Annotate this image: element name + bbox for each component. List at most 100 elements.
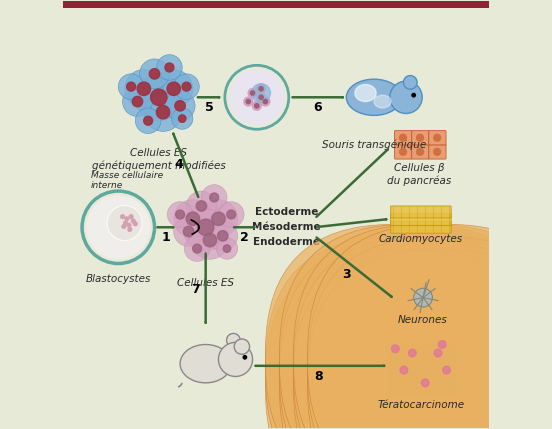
Circle shape: [227, 210, 236, 219]
Circle shape: [149, 69, 160, 79]
Circle shape: [183, 227, 194, 237]
FancyBboxPatch shape: [266, 224, 534, 429]
Circle shape: [412, 94, 415, 97]
Ellipse shape: [180, 344, 231, 383]
Circle shape: [391, 345, 399, 353]
Circle shape: [226, 333, 240, 347]
Circle shape: [201, 184, 227, 210]
Circle shape: [260, 97, 270, 107]
FancyBboxPatch shape: [307, 250, 552, 429]
Circle shape: [243, 356, 247, 359]
Text: Cellules ES: Cellules ES: [177, 278, 234, 288]
Circle shape: [165, 63, 174, 72]
FancyBboxPatch shape: [294, 250, 552, 429]
Circle shape: [184, 236, 210, 261]
Circle shape: [217, 231, 228, 241]
FancyBboxPatch shape: [412, 145, 429, 159]
Circle shape: [133, 221, 138, 227]
Circle shape: [243, 97, 253, 107]
Circle shape: [107, 205, 142, 241]
Ellipse shape: [374, 95, 391, 108]
Circle shape: [417, 148, 423, 155]
FancyBboxPatch shape: [428, 145, 446, 159]
Circle shape: [135, 74, 182, 121]
FancyBboxPatch shape: [387, 344, 455, 396]
FancyBboxPatch shape: [294, 224, 552, 429]
Circle shape: [187, 191, 216, 221]
Circle shape: [129, 214, 134, 219]
Circle shape: [259, 87, 263, 91]
Circle shape: [86, 195, 150, 259]
Circle shape: [144, 116, 152, 125]
Circle shape: [199, 199, 238, 238]
Text: Masse cellulaire
interne: Masse cellulaire interne: [91, 171, 163, 190]
Circle shape: [247, 88, 258, 98]
Circle shape: [404, 76, 417, 89]
Circle shape: [186, 212, 200, 226]
FancyBboxPatch shape: [391, 214, 451, 226]
FancyBboxPatch shape: [266, 250, 534, 429]
Text: Tératocarcinome: Tératocarcinome: [378, 400, 464, 410]
Circle shape: [131, 218, 136, 224]
Circle shape: [234, 339, 250, 354]
Circle shape: [191, 221, 229, 259]
Text: Cellules ES
génétiquement modifiées: Cellules ES génétiquement modifiées: [92, 148, 226, 171]
Circle shape: [121, 224, 126, 229]
Circle shape: [123, 87, 152, 116]
Circle shape: [203, 233, 216, 247]
Text: Blastocystes: Blastocystes: [86, 274, 151, 284]
Circle shape: [219, 202, 244, 227]
FancyBboxPatch shape: [307, 224, 552, 429]
Circle shape: [137, 82, 151, 96]
Text: Cellules β
du pancréas: Cellules β du pancréas: [386, 163, 451, 186]
Circle shape: [254, 104, 259, 108]
Text: 3: 3: [342, 268, 351, 281]
Circle shape: [421, 379, 429, 387]
FancyBboxPatch shape: [428, 130, 446, 145]
Circle shape: [196, 201, 206, 211]
Circle shape: [126, 223, 131, 228]
Circle shape: [212, 212, 225, 226]
Circle shape: [252, 84, 270, 103]
Circle shape: [198, 219, 214, 236]
Text: Ectoderme
Mésoderme
Endoderme: Ectoderme Mésoderme Endoderme: [252, 208, 321, 247]
Circle shape: [256, 92, 266, 103]
Circle shape: [124, 216, 129, 221]
Circle shape: [176, 210, 184, 219]
Text: 2: 2: [240, 231, 248, 245]
FancyBboxPatch shape: [63, 1, 489, 8]
Circle shape: [434, 349, 442, 357]
Text: Cardiomyocytes: Cardiomyocytes: [379, 234, 463, 244]
FancyBboxPatch shape: [412, 130, 429, 145]
Circle shape: [390, 81, 422, 114]
Ellipse shape: [355, 85, 376, 102]
Circle shape: [132, 97, 143, 107]
Circle shape: [229, 69, 284, 125]
Circle shape: [174, 217, 204, 247]
Circle shape: [120, 214, 125, 219]
Circle shape: [434, 134, 440, 141]
Text: Neurones: Neurones: [398, 314, 448, 325]
Circle shape: [140, 59, 169, 89]
Circle shape: [256, 84, 266, 94]
Circle shape: [135, 108, 161, 133]
Circle shape: [144, 93, 182, 131]
FancyBboxPatch shape: [266, 237, 534, 429]
Circle shape: [434, 148, 440, 155]
Circle shape: [400, 366, 408, 374]
Circle shape: [252, 101, 262, 111]
Circle shape: [155, 69, 193, 108]
Circle shape: [251, 91, 254, 95]
Text: 6: 6: [314, 101, 322, 115]
Circle shape: [400, 148, 406, 155]
Circle shape: [172, 108, 193, 129]
Circle shape: [151, 89, 167, 106]
Circle shape: [123, 221, 128, 226]
Text: 4: 4: [174, 158, 183, 171]
FancyBboxPatch shape: [391, 221, 451, 233]
Circle shape: [156, 106, 170, 119]
Circle shape: [178, 115, 186, 122]
FancyBboxPatch shape: [307, 237, 552, 429]
FancyBboxPatch shape: [279, 224, 548, 429]
Circle shape: [167, 202, 193, 227]
